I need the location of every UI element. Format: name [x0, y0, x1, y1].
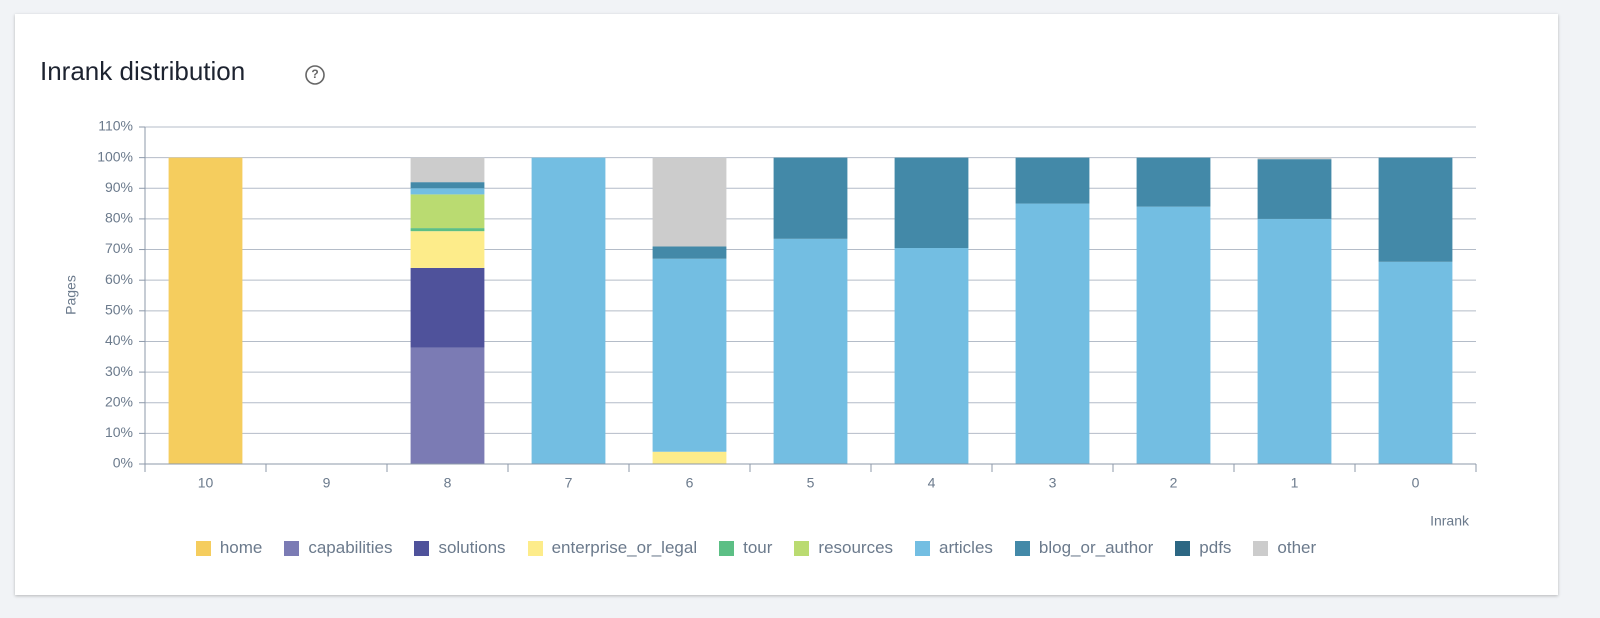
bar-segment	[410, 182, 485, 189]
legend-item[interactable]: resources	[794, 538, 893, 558]
legend-swatch	[794, 540, 810, 556]
bar-segment	[531, 157, 606, 465]
bar-segment	[1136, 157, 1211, 207]
x-tick-label: 1	[1291, 475, 1299, 491]
legend-swatch	[719, 540, 735, 556]
legend-swatch	[284, 540, 300, 556]
bar-segment	[652, 157, 727, 247]
x-tick-label: 3	[1049, 475, 1057, 491]
bar-segment	[410, 231, 485, 268]
x-tick-label: 5	[807, 475, 815, 491]
bar-segment	[1257, 159, 1332, 219]
legend-item[interactable]: capabilities	[284, 538, 392, 558]
bar-segment	[1136, 206, 1211, 464]
y-tick-label: 60%	[105, 271, 133, 287]
legend-item[interactable]: home	[195, 538, 263, 558]
y-tick-label: 40%	[105, 332, 133, 348]
help-icon[interactable]: ?	[305, 65, 325, 85]
svg-text:?: ?	[311, 67, 318, 81]
x-tick-label: 0	[1412, 475, 1420, 491]
legend-label: articles	[939, 538, 993, 557]
x-tick-label: 9	[323, 475, 331, 491]
legend-label: pdfs	[1199, 538, 1232, 557]
legend-swatch	[414, 540, 430, 556]
legend-item[interactable]: solutions	[414, 538, 506, 558]
legend-label: other	[1277, 538, 1317, 557]
x-tick-label: 6	[686, 475, 694, 491]
bar-segment	[652, 451, 727, 464]
x-tick-label: 4	[928, 475, 936, 491]
bar-segment	[773, 157, 848, 239]
chart-title: Inrank distribution	[40, 56, 245, 86]
y-tick-label: 90%	[105, 179, 133, 195]
x-tick-label: 2	[1170, 475, 1178, 491]
bar-segment	[1015, 157, 1090, 204]
bar-segment	[410, 157, 485, 183]
bar-segment	[1015, 203, 1090, 464]
bar-segment	[1257, 218, 1332, 464]
bar-segment	[652, 258, 727, 452]
legend-label: enterprise_or_legal	[551, 538, 698, 557]
legend-label: solutions	[438, 538, 506, 557]
legend-swatch	[527, 540, 543, 556]
y-tick-label: 0%	[113, 455, 133, 471]
x-tick-label: 10	[198, 475, 214, 491]
bar-segment	[410, 347, 485, 464]
bar-segment	[894, 157, 969, 249]
legend-label: home	[219, 538, 263, 557]
legend-item[interactable]: articles	[915, 538, 993, 558]
y-tick-label: 20%	[105, 393, 133, 409]
bar-segment	[410, 228, 485, 232]
bar-segment	[168, 157, 243, 465]
legend-item[interactable]: tour	[719, 538, 772, 558]
legend-label: blog_or_author	[1038, 538, 1154, 557]
legend-swatch	[1253, 540, 1269, 556]
legend-swatch	[195, 540, 211, 556]
legend-swatch	[915, 540, 931, 556]
bar-segment	[410, 188, 485, 195]
y-tick-label: 70%	[105, 240, 133, 256]
bar-segment	[1378, 261, 1453, 464]
legend-item[interactable]: enterprise_or_legal	[527, 538, 698, 558]
y-tick-label: 80%	[105, 210, 133, 226]
legend-item[interactable]: other	[1253, 538, 1316, 558]
bar-segment	[652, 246, 727, 259]
y-tick-label: 50%	[105, 302, 133, 318]
y-tick-label: 110%	[98, 118, 133, 134]
legend-label: capabilities	[308, 538, 393, 557]
bar-segment	[410, 267, 485, 348]
bar-segment	[894, 248, 969, 464]
x-axis-label: Inrank	[1430, 513, 1470, 529]
legend-label: tour	[743, 538, 773, 557]
y-tick-label: 100%	[97, 148, 133, 164]
x-tick-label: 8	[444, 475, 452, 491]
legend: home capabilities solutions enterprise_or_l…	[15, 538, 1497, 558]
legend-swatch	[1014, 540, 1030, 556]
legend-swatch	[1175, 540, 1191, 556]
bar-segment	[1378, 157, 1453, 262]
x-tick-label: 7	[565, 475, 573, 491]
legend-label: resources	[818, 538, 894, 557]
legend-item[interactable]: blog_or_author	[1014, 538, 1154, 558]
bar-segment	[1257, 157, 1332, 160]
y-axis-label: Pages	[63, 275, 79, 315]
legend-item[interactable]: pdfs	[1175, 538, 1231, 558]
y-tick-label: 10%	[105, 424, 133, 440]
y-tick-label: 30%	[105, 363, 133, 379]
bar-segment	[773, 238, 848, 464]
bar-segment	[410, 194, 485, 229]
